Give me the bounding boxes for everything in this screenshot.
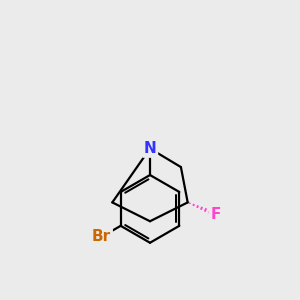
Text: Br: Br: [92, 230, 111, 244]
Text: N: N: [144, 141, 156, 156]
Text: F: F: [210, 207, 220, 222]
